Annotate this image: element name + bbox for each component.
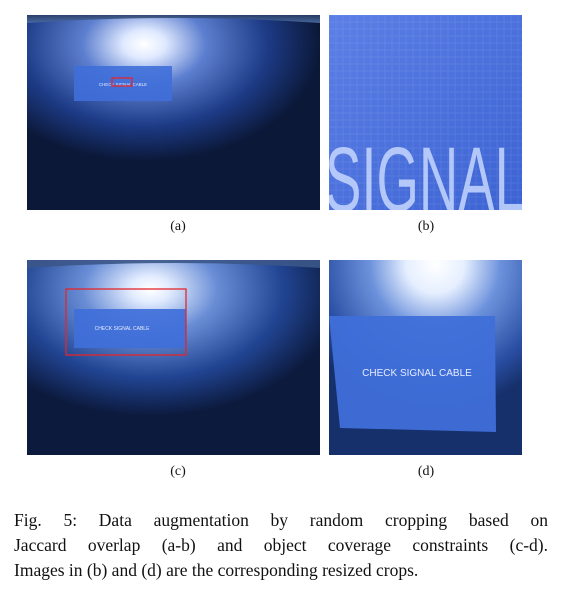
caption-line: Jaccard overlap (a-b) and object coverag…: [14, 535, 548, 555]
panel-c-image: CHECK SIGNAL CABLE: [27, 260, 320, 455]
crop-box: [65, 288, 187, 356]
caption-line: Images in (b) and (d) are the correspond…: [14, 560, 419, 580]
crop-box: [111, 77, 133, 87]
osd-box: [329, 316, 496, 432]
osd-text: CHECK SIGNAL CABLE: [95, 326, 150, 332]
signal-text: SIGNAL: [329, 129, 522, 210]
panel-d-label: (d): [417, 464, 435, 479]
osd-box: [74, 66, 172, 101]
panel-b-image: SIGNAL: [329, 15, 522, 210]
panel-d-image: CHECK SIGNAL CABLE: [329, 260, 522, 455]
caption-line: Fig. 5: Data augmentation by random crop…: [14, 510, 548, 530]
figure-caption: Fig. 5: Data augmentation by random crop…: [14, 508, 548, 583]
panel-c-label: (c): [170, 464, 186, 479]
panel-b-label: (b): [417, 219, 435, 234]
osd-text: CHECK SIGNAL CABLE: [99, 82, 147, 87]
panel-a-image: CHECK SIGNAL CABLE: [27, 15, 320, 210]
panel-a-label: (a): [170, 219, 186, 234]
osd-text: CHECK SIGNAL CABLE: [362, 368, 472, 379]
osd-box: [74, 309, 186, 348]
